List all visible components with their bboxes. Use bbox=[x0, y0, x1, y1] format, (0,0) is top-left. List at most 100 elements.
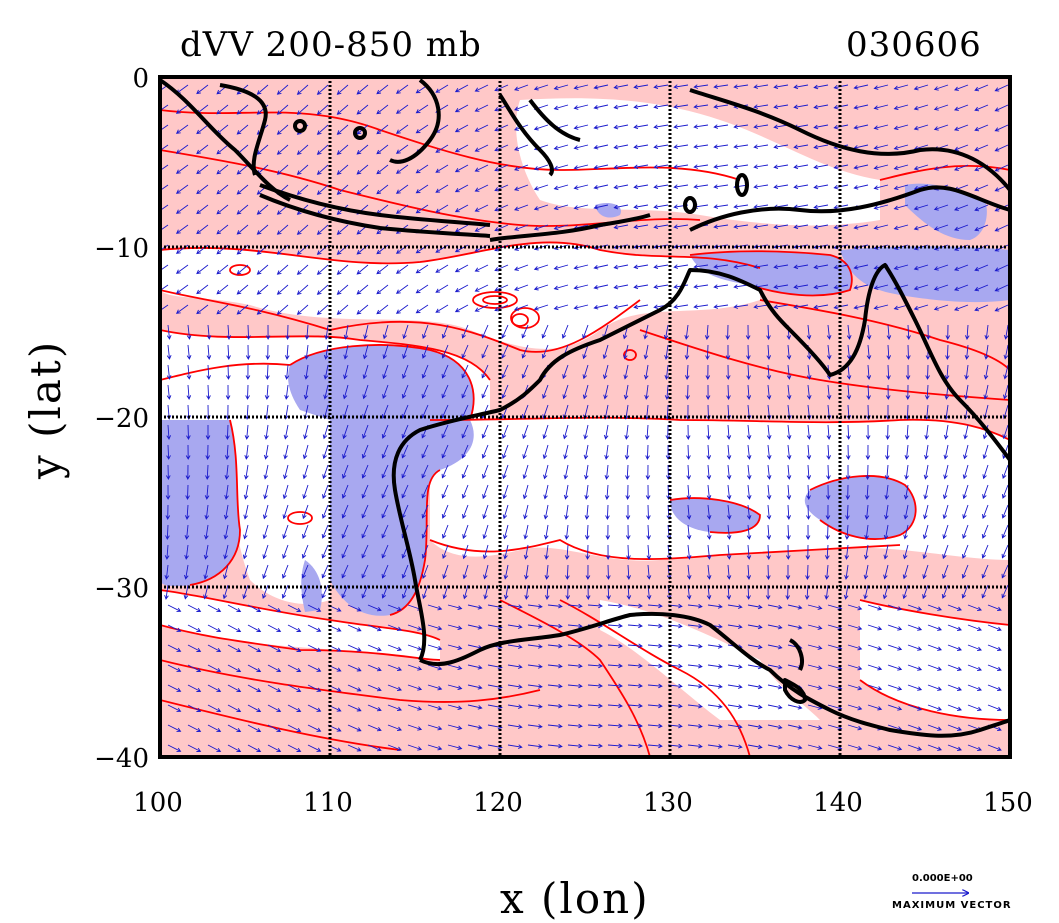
wind-vector bbox=[341, 484, 349, 499]
wind-vector bbox=[582, 344, 589, 360]
field-layer bbox=[160, 77, 1010, 757]
wind-vector bbox=[805, 564, 810, 580]
wind-vector bbox=[773, 264, 789, 270]
wind-vector bbox=[407, 704, 423, 711]
wind-vector bbox=[567, 603, 583, 609]
wind-vector bbox=[747, 604, 763, 610]
wind-vector bbox=[462, 564, 469, 580]
wind-vector bbox=[687, 683, 703, 689]
wind-vector bbox=[982, 464, 989, 480]
wind-vector bbox=[467, 664, 483, 670]
wind-vector bbox=[805, 524, 811, 540]
wind-vector bbox=[847, 744, 863, 751]
wind-vector bbox=[454, 264, 469, 273]
wind-vector bbox=[933, 224, 949, 231]
wind-vector bbox=[707, 604, 723, 609]
wind-vector bbox=[307, 624, 322, 632]
wind-vector bbox=[693, 284, 709, 289]
wind-vector bbox=[733, 84, 749, 89]
wind-vector bbox=[867, 664, 883, 671]
wind-vector bbox=[276, 84, 289, 95]
wind-vector bbox=[707, 644, 723, 649]
wind-vector bbox=[987, 644, 1002, 652]
wind-vector bbox=[381, 444, 389, 459]
wind-vector bbox=[160, 164, 169, 174]
wind-vector bbox=[786, 364, 792, 380]
wind-vector bbox=[356, 284, 369, 295]
reference-vector-value: 0.000E+00 bbox=[912, 873, 973, 884]
wind-vector bbox=[187, 704, 202, 712]
wind-vector bbox=[826, 424, 832, 440]
x-tick-label: 120 bbox=[473, 788, 523, 818]
wind-vector bbox=[447, 604, 463, 610]
wind-vector bbox=[913, 264, 929, 271]
wind-vector bbox=[686, 484, 692, 500]
wind-vector bbox=[514, 164, 529, 171]
wind-vector bbox=[435, 264, 449, 273]
wind-vector bbox=[927, 744, 942, 751]
wind-vector bbox=[813, 264, 829, 270]
wind-vector bbox=[207, 684, 222, 693]
wind-vector bbox=[954, 224, 969, 231]
wind-vector bbox=[304, 364, 309, 380]
wind-vector bbox=[541, 344, 549, 359]
wind-vector bbox=[773, 84, 789, 90]
y-tick-label: −40 bbox=[94, 744, 149, 774]
wind-vector bbox=[994, 124, 1009, 132]
wind-vector bbox=[766, 464, 772, 480]
wind-vector bbox=[494, 164, 509, 172]
wind-vector bbox=[395, 144, 409, 154]
wind-vector bbox=[653, 204, 669, 210]
wind-vector bbox=[963, 424, 969, 440]
wind-vector bbox=[447, 684, 463, 690]
wind-vector bbox=[887, 604, 903, 611]
wind-vector bbox=[316, 304, 329, 315]
wind-vector bbox=[787, 624, 803, 630]
wind-vector bbox=[994, 164, 1009, 172]
wind-vector bbox=[726, 424, 732, 440]
wind-vector bbox=[727, 724, 743, 729]
wind-vector bbox=[187, 744, 202, 752]
wind-vector bbox=[514, 264, 529, 271]
wind-vector bbox=[693, 264, 709, 269]
wind-vector bbox=[864, 524, 869, 540]
wind-vector bbox=[766, 524, 772, 540]
wind-vector bbox=[553, 264, 569, 271]
wind-vector bbox=[885, 384, 891, 400]
wind-vector bbox=[684, 364, 690, 380]
wind-vector bbox=[242, 584, 249, 600]
wind-vector bbox=[587, 603, 603, 609]
wind-vector bbox=[522, 484, 529, 500]
wind-vector bbox=[987, 604, 1002, 612]
wind-vector bbox=[567, 683, 583, 689]
wind-vector bbox=[183, 564, 189, 580]
wind-vector bbox=[246, 324, 251, 340]
wind-vector bbox=[987, 744, 1002, 752]
wind-vector bbox=[1001, 544, 1009, 559]
wind-vector bbox=[706, 444, 712, 460]
wind-vector bbox=[967, 624, 982, 632]
wind-vector bbox=[954, 264, 969, 271]
wind-vector bbox=[287, 704, 302, 712]
wind-vector bbox=[766, 504, 772, 520]
wind-vector bbox=[624, 444, 630, 460]
wind-vector bbox=[593, 284, 609, 290]
wind-vector bbox=[767, 744, 783, 750]
wind-vector bbox=[593, 84, 609, 90]
wind-vector bbox=[653, 184, 669, 190]
wind-vector bbox=[964, 344, 970, 360]
wind-vector bbox=[454, 304, 469, 313]
wind-vector bbox=[974, 184, 989, 192]
wind-vector bbox=[994, 264, 1009, 272]
wind-vector bbox=[175, 184, 189, 194]
wind-vector bbox=[267, 684, 282, 693]
wind-vector bbox=[381, 544, 389, 559]
wind-vector bbox=[196, 184, 209, 195]
wind-vector bbox=[693, 144, 709, 149]
wind-vector bbox=[160, 264, 169, 274]
wind-vector bbox=[422, 564, 429, 579]
wind-vector bbox=[276, 304, 289, 315]
wind-vector bbox=[853, 164, 869, 170]
wind-vector bbox=[227, 684, 242, 693]
wind-vector bbox=[264, 424, 269, 440]
